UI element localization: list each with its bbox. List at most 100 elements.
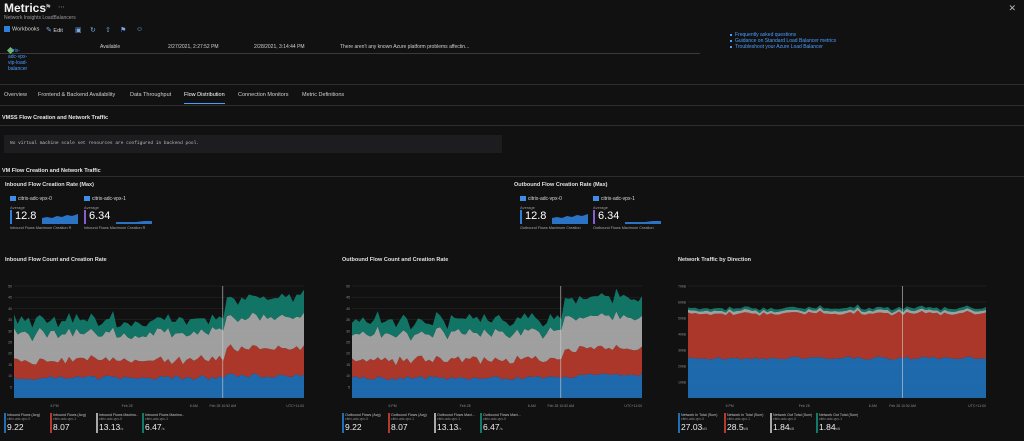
feedback-icon[interactable]: ☺ bbox=[136, 26, 144, 33]
share-icon[interactable]: ⇧ bbox=[105, 27, 111, 34]
page-title: Metrics bbox=[4, 1, 47, 15]
pin-icon[interactable]: ⚑ bbox=[45, 4, 52, 11]
legend-value: 28.5kB bbox=[727, 422, 749, 432]
y-tick-label: 15 bbox=[346, 363, 350, 367]
refresh-icon[interactable]: ↻ bbox=[90, 27, 96, 34]
legend-unit: /s bbox=[120, 426, 124, 431]
kpi-tile[interactable]: citrix-adc-vpx-0 Average 12.8 Outbound Flow… bbox=[520, 196, 590, 236]
legend-item[interactable]: Inbound Flows Maximu... citrix-adc-vpx-1 6… bbox=[142, 413, 184, 435]
vm-icon bbox=[593, 196, 599, 202]
x-tick-label: UTC+11:00 bbox=[624, 404, 642, 408]
kpi-tile[interactable]: citrix-adc-vpx-1 Average 6.34 Outbound Flow… bbox=[593, 196, 663, 236]
legend-unit: kB bbox=[743, 426, 749, 431]
legend-item[interactable]: Inbound Flows (Avg) citrix-adc-vpx-0 9.22 bbox=[4, 413, 46, 435]
legend-series-sub: citrix-adc-vpx-1 bbox=[819, 417, 842, 421]
tab-overview[interactable]: Overview bbox=[4, 92, 27, 98]
y-tick-label: 5 bbox=[10, 385, 12, 389]
help-link[interactable]: Guidance on Standard Load Balancer metri… bbox=[730, 38, 836, 44]
legend-series-name: Inbound Flows Maximu... bbox=[145, 413, 184, 417]
y-tick-label: 30 bbox=[346, 329, 350, 333]
kpi-average-label: Average bbox=[520, 205, 535, 210]
y-tick-label: 50 bbox=[346, 285, 350, 289]
legend-item[interactable]: Network Out Total (Sum) citrix-adc-vpx-1 1… bbox=[816, 413, 858, 435]
y-tick-label: 45 bbox=[346, 296, 350, 300]
area-chart[interactable]: 10kB 20kB 30kB 40kB 50kB 60kB 70kB 6 PM Feb 28 6 … bbox=[676, 282, 994, 410]
legend-series-sub: citrix-adc-vpx-1 bbox=[727, 417, 750, 421]
legend-item[interactable]: Network In Total (Sum) citrix-adc-vpx-1 28… bbox=[724, 413, 766, 435]
x-tick-label: 6 AM bbox=[869, 404, 877, 408]
x-tick-label: 6 AM bbox=[190, 404, 198, 408]
tab-flow-distribution[interactable]: Flow Distribution bbox=[184, 92, 225, 104]
pin-toolbar-icon[interactable]: ⚑ bbox=[120, 27, 127, 34]
kpi-value: 12.8 bbox=[15, 210, 37, 222]
kpi-tile[interactable]: citrix-adc-vpx-1 Average 6.34 Inbound Flows… bbox=[84, 196, 154, 236]
legend-series-name: Network Out Total (Sum) bbox=[773, 413, 812, 417]
series-area bbox=[352, 311, 642, 366]
legend-item[interactable]: Network In Total (Sum) citrix-adc-vpx-0 27… bbox=[678, 413, 720, 435]
page-subtitle: Network Insights LoadBalancers bbox=[4, 15, 76, 21]
kpi-average-label: Average bbox=[84, 205, 99, 210]
area-chart[interactable]: 5 10 15 20 25 30 35 40 45 50 6 PM Feb 28 6 AM Feb 28 … bbox=[2, 282, 312, 410]
edit-button[interactable]: ✎ Edit bbox=[46, 27, 63, 34]
legend-value: 9.22 bbox=[345, 422, 362, 432]
y-tick-label: 20 bbox=[346, 352, 350, 356]
resource-health-row: citrix-adc-vpx-vip-load-balancer Availab… bbox=[0, 40, 700, 72]
section-divider bbox=[0, 125, 1024, 126]
traffic-chart-title: Network Traffic by Direction bbox=[678, 257, 752, 263]
kpi-caption: Outbound Flows Maximum Creation bbox=[520, 226, 581, 230]
save-icon[interactable]: ▣ bbox=[75, 27, 82, 34]
series-area bbox=[352, 373, 642, 398]
y-tick-label: 20kB bbox=[678, 365, 687, 369]
legend-swatch bbox=[142, 413, 144, 433]
help-link[interactable]: Frequently asked questions bbox=[730, 32, 836, 38]
y-tick-label: 10 bbox=[346, 374, 350, 378]
legend-item[interactable]: Outbound Flows (Avg) citrix-adc-vpx-0 9.22 bbox=[342, 413, 384, 435]
y-tick-label: 70kB bbox=[678, 285, 687, 289]
help-link[interactable]: Troubleshoot your Azure Load Balancer bbox=[730, 44, 836, 50]
y-tick-label: 30kB bbox=[678, 349, 687, 353]
series-area bbox=[14, 344, 304, 380]
series-area bbox=[688, 307, 986, 316]
x-tick-label: 6 PM bbox=[726, 404, 734, 408]
close-icon[interactable]: ✕ bbox=[1008, 3, 1016, 13]
legend-value: 13.13/s bbox=[437, 422, 462, 432]
legend-series-name: Inbound Flows (Avg) bbox=[7, 413, 40, 417]
legend-item[interactable]: Inbound Flows Maximu... citrix-adc-vpx-0 1… bbox=[96, 413, 138, 435]
y-tick-label: 35 bbox=[8, 318, 12, 322]
y-tick-label: 25 bbox=[8, 341, 12, 345]
tab-metric-definitions[interactable]: Metric Definitions bbox=[302, 92, 345, 98]
tab-bar: Overview Frontend & Backend Availability… bbox=[0, 84, 1024, 106]
legend-series-name: Network In Total (Sum) bbox=[727, 413, 764, 417]
legend-item[interactable]: Outbound Flows Maxi... citrix-adc-vpx-1 13… bbox=[434, 413, 476, 435]
tab-data-throughput[interactable]: Data Throughput bbox=[130, 92, 172, 98]
tab-connection-monitors[interactable]: Connection Monitors bbox=[238, 92, 289, 98]
x-tick-label: Feb 28 bbox=[460, 404, 471, 408]
y-tick-label: 45 bbox=[8, 296, 12, 300]
legend-item[interactable]: Outbound Flows (Avg) citrix-adc-vpx-1 8.07 bbox=[388, 413, 430, 435]
y-tick-label: 5 bbox=[348, 385, 350, 389]
vm-icon bbox=[520, 196, 526, 202]
legend-value: 1.84kB bbox=[773, 422, 795, 432]
legend-value: 1.84kB bbox=[819, 422, 841, 432]
legend-unit: kB bbox=[789, 426, 795, 431]
legend-series-sub: citrix-adc-vpx-1 bbox=[53, 417, 76, 421]
kpi-tile[interactable]: citrix-adc-vpx-0 Average 12.8 Inbound Flows… bbox=[10, 196, 80, 236]
y-tick-label: 40 bbox=[8, 307, 12, 311]
legend-value: 8.07 bbox=[391, 422, 408, 432]
series-area bbox=[688, 310, 986, 360]
section-divider bbox=[0, 176, 1024, 177]
legend-item[interactable]: Network Out Total (Sum) citrix-adc-vpx-0 1… bbox=[770, 413, 812, 435]
kpi-vm-name: citrix-adc-vpx-0 bbox=[520, 196, 562, 202]
y-tick-label: 15 bbox=[8, 363, 12, 367]
x-tick-label: Feb 28 10:52 AM bbox=[889, 404, 916, 408]
workbooks-button[interactable]: Workbooks bbox=[4, 26, 39, 32]
legend-item[interactable]: Outbound Flows Maxi... citrix-adc-vpx-0 6.… bbox=[480, 413, 522, 435]
y-tick-label: 25 bbox=[346, 341, 350, 345]
outbound-rate-title: Outbound Flow Creation Rate (Max) bbox=[514, 182, 608, 188]
tab-frontend-backend-availability[interactable]: Frontend & Backend Availability bbox=[38, 92, 116, 98]
legend-item[interactable]: Inbound Flows (Avg) citrix-adc-vpx-1 8.07 bbox=[50, 413, 92, 435]
time-start: 2/27/2021, 2:27:52 PM bbox=[168, 44, 219, 50]
kpi-vm-name: citrix-adc-vpx-1 bbox=[593, 196, 635, 202]
area-chart[interactable]: 5 10 15 20 25 30 35 40 45 50 6 PM Feb 28 6 AM Feb 28 … bbox=[340, 282, 650, 410]
more-icon[interactable]: ⋯ bbox=[58, 4, 65, 11]
